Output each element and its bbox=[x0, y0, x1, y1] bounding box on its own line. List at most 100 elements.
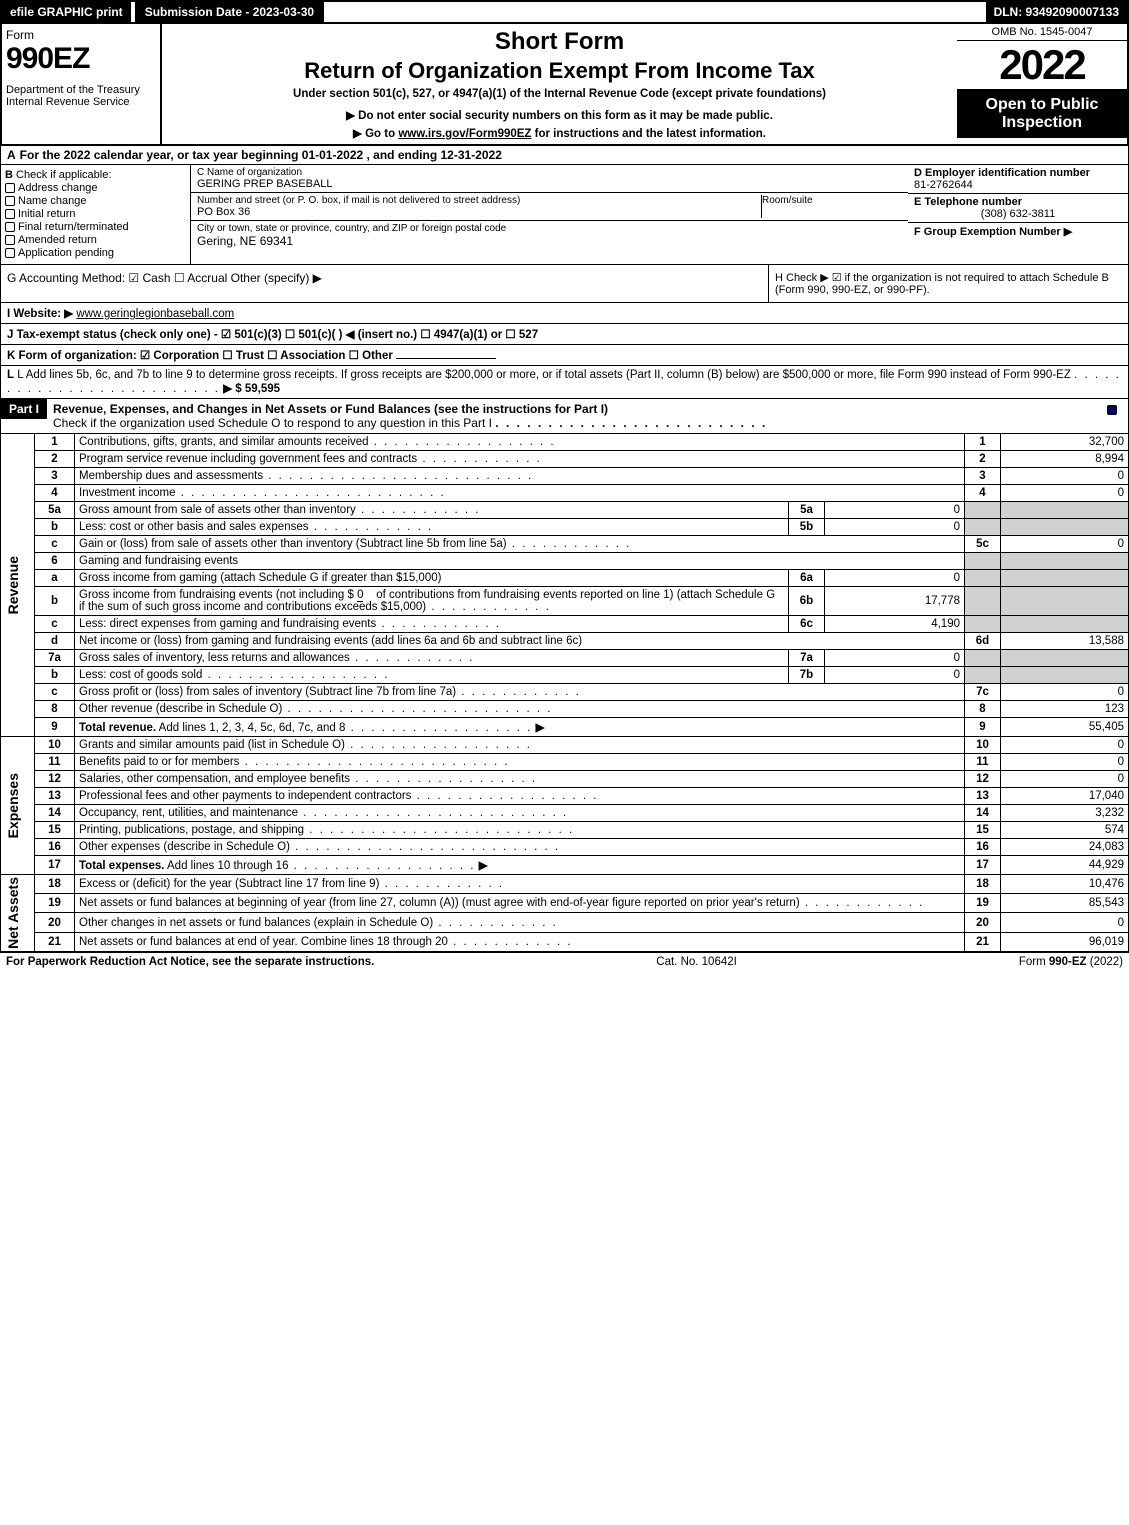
line-19-amount: 85,543 bbox=[1001, 894, 1129, 913]
line-2-amount: 8,994 bbox=[1001, 451, 1129, 468]
line-6a: a Gross income from gaming (attach Sched… bbox=[1, 570, 1129, 587]
dln-number: DLN: 93492090007133 bbox=[986, 2, 1127, 22]
line-6: 6 Gaming and fundraising events bbox=[1, 553, 1129, 570]
section-i: I Website: ▶ www.geringlegionbaseball.co… bbox=[0, 303, 1129, 324]
check-final-return[interactable]: Final return/terminated bbox=[5, 221, 186, 233]
line-11: 11 Benefits paid to or for members 11 0 bbox=[1, 754, 1129, 771]
row-a-text: For the 2022 calendar year, or tax year … bbox=[20, 148, 502, 162]
form-header: Form 990EZ Department of the Treasury In… bbox=[0, 24, 1129, 146]
org-name: GERING PREP BASEBALL bbox=[197, 178, 333, 190]
check-initial-return[interactable]: Initial return bbox=[5, 208, 186, 220]
line-6c: c Less: direct expenses from gaming and … bbox=[1, 616, 1129, 633]
line-14: 14 Occupancy, rent, utilities, and maint… bbox=[1, 805, 1129, 822]
do-not-enter-text: ▶ Do not enter social security numbers o… bbox=[168, 108, 951, 122]
goto-post: for instructions and the latest informat… bbox=[531, 128, 766, 140]
ein-value: 81-2762644 bbox=[914, 179, 1122, 191]
form-number: 990EZ bbox=[6, 42, 156, 76]
org-name-label: C Name of organization bbox=[197, 167, 333, 178]
tax-year: 2022 bbox=[957, 41, 1127, 90]
irs-link[interactable]: www.irs.gov/Form990EZ bbox=[398, 128, 531, 140]
row-a-tax-year: AFor the 2022 calendar year, or tax year… bbox=[0, 146, 1129, 165]
line-21: 21 Net assets or fund balances at end of… bbox=[1, 932, 1129, 951]
section-j: J Tax-exempt status (check only one) - ☑… bbox=[0, 324, 1129, 345]
line-10-amount: 0 bbox=[1001, 737, 1129, 754]
section-e-label: E Telephone number bbox=[914, 196, 1022, 208]
return-title: Return of Organization Exempt From Incom… bbox=[168, 58, 951, 84]
line-6b: b Gross income from fundraising events (… bbox=[1, 587, 1129, 616]
line-16-amount: 24,083 bbox=[1001, 839, 1129, 856]
line-6d-amount: 13,588 bbox=[1001, 633, 1129, 650]
line-15-amount: 574 bbox=[1001, 822, 1129, 839]
footer-left: For Paperwork Reduction Act Notice, see … bbox=[6, 956, 374, 968]
line-20-amount: 0 bbox=[1001, 913, 1129, 932]
line-7b-value: 0 bbox=[825, 667, 965, 684]
street-label: Number and street (or P. O. box, if mail… bbox=[197, 195, 761, 206]
section-h: H Check ▶ ☑ if the organization is not r… bbox=[768, 265, 1128, 302]
line-3-amount: 0 bbox=[1001, 468, 1129, 485]
line-8: 8 Other revenue (describe in Schedule O)… bbox=[1, 701, 1129, 718]
line-7c-amount: 0 bbox=[1001, 684, 1129, 701]
line-12: 12 Salaries, other compensation, and emp… bbox=[1, 771, 1129, 788]
check-amended-return[interactable]: Amended return bbox=[5, 234, 186, 246]
line-1: Revenue 1 Contributions, gifts, grants, … bbox=[1, 434, 1129, 451]
line-8-amount: 123 bbox=[1001, 701, 1129, 718]
line-4: 4 Investment income 4 0 bbox=[1, 485, 1129, 502]
top-bar: efile GRAPHIC print Submission Date - 20… bbox=[0, 0, 1129, 24]
line-1-amount: 32,700 bbox=[1001, 434, 1129, 451]
section-f-label: F Group Exemption Number ▶ bbox=[914, 226, 1072, 238]
line-3: 3 Membership dues and assessments 3 0 bbox=[1, 468, 1129, 485]
room-suite-label: Room/suite bbox=[762, 195, 902, 206]
line-18: Net Assets 18 Excess or (deficit) for th… bbox=[1, 875, 1129, 894]
main-table: Revenue 1 Contributions, gifts, grants, … bbox=[0, 434, 1129, 952]
part-i-title: Revenue, Expenses, and Changes in Net As… bbox=[53, 402, 608, 416]
line-5b: b Less: cost or other basis and sales ex… bbox=[1, 519, 1129, 536]
line-7a: 7a Gross sales of inventory, less return… bbox=[1, 650, 1129, 667]
section-g-h: G Accounting Method: ☑ Cash ☐ Accrual Ot… bbox=[0, 265, 1129, 303]
line-13-amount: 17,040 bbox=[1001, 788, 1129, 805]
line-10: Expenses 10 Grants and similar amounts p… bbox=[1, 737, 1129, 754]
section-def: D Employer identification number 81-2762… bbox=[908, 165, 1128, 264]
street-value: PO Box 36 bbox=[197, 206, 761, 218]
section-b-c-def: B Check if applicable: Address change Na… bbox=[0, 165, 1129, 265]
footer-right: Form 990-EZ (2022) bbox=[1019, 956, 1123, 968]
line-9: 9 Total revenue. Add lines 1, 2, 3, 4, 5… bbox=[1, 718, 1129, 737]
line-5c-amount: 0 bbox=[1001, 536, 1129, 553]
part-i-sub: Check if the organization used Schedule … bbox=[53, 416, 492, 430]
part-i-checkbox[interactable] bbox=[1098, 399, 1128, 419]
website-link[interactable]: www.geringlegionbaseball.com bbox=[76, 308, 234, 320]
line-2: 2 Program service revenue including gove… bbox=[1, 451, 1129, 468]
section-g: G Accounting Method: ☑ Cash ☐ Accrual Ot… bbox=[1, 265, 768, 302]
under-section-text: Under section 501(c), 527, or 4947(a)(1)… bbox=[168, 88, 951, 100]
line-17-amount: 44,929 bbox=[1001, 856, 1129, 875]
line-13: 13 Professional fees and other payments … bbox=[1, 788, 1129, 805]
check-application-pending[interactable]: Application pending bbox=[5, 247, 186, 259]
section-c: C Name of organization GERING PREP BASEB… bbox=[191, 165, 908, 264]
part-i-label: Part I bbox=[1, 399, 47, 419]
line-7b: b Less: cost of goods sold 7b 0 bbox=[1, 667, 1129, 684]
form-label: Form bbox=[6, 28, 156, 42]
page-footer: For Paperwork Reduction Act Notice, see … bbox=[0, 952, 1129, 971]
line-18-amount: 10,476 bbox=[1001, 875, 1129, 894]
line-5a-value: 0 bbox=[825, 502, 965, 519]
city-label: City or town, state or province, country… bbox=[197, 223, 902, 234]
line-14-amount: 3,232 bbox=[1001, 805, 1129, 822]
line-15: 15 Printing, publications, postage, and … bbox=[1, 822, 1129, 839]
part-i-header: Part I Revenue, Expenses, and Changes in… bbox=[0, 399, 1129, 434]
line-7a-value: 0 bbox=[825, 650, 965, 667]
check-name-change[interactable]: Name change bbox=[5, 195, 186, 207]
check-address-change[interactable]: Address change bbox=[5, 182, 186, 194]
line-5c: c Gain or (loss) from sale of assets oth… bbox=[1, 536, 1129, 553]
section-l-amount: ▶ $ 59,595 bbox=[223, 383, 280, 395]
short-form-title: Short Form bbox=[168, 28, 951, 56]
city-value: Gering, NE 69341 bbox=[197, 234, 902, 248]
section-l-text: L Add lines 5b, 6c, and 7b to line 9 to … bbox=[17, 369, 1071, 381]
line-5a: 5a Gross amount from sale of assets othe… bbox=[1, 502, 1129, 519]
line-12-amount: 0 bbox=[1001, 771, 1129, 788]
open-to-public: Open to Public Inspection bbox=[957, 90, 1127, 138]
efile-print-button[interactable]: efile GRAPHIC print bbox=[2, 2, 131, 22]
line-20: 20 Other changes in net assets or fund b… bbox=[1, 913, 1129, 932]
line-6b-value: 17,778 bbox=[825, 587, 965, 616]
website-label: I Website: ▶ bbox=[7, 308, 73, 320]
section-k: K Form of organization: ☑ Corporation ☐ … bbox=[0, 345, 1129, 366]
department-label: Department of the Treasury Internal Reve… bbox=[6, 84, 156, 108]
